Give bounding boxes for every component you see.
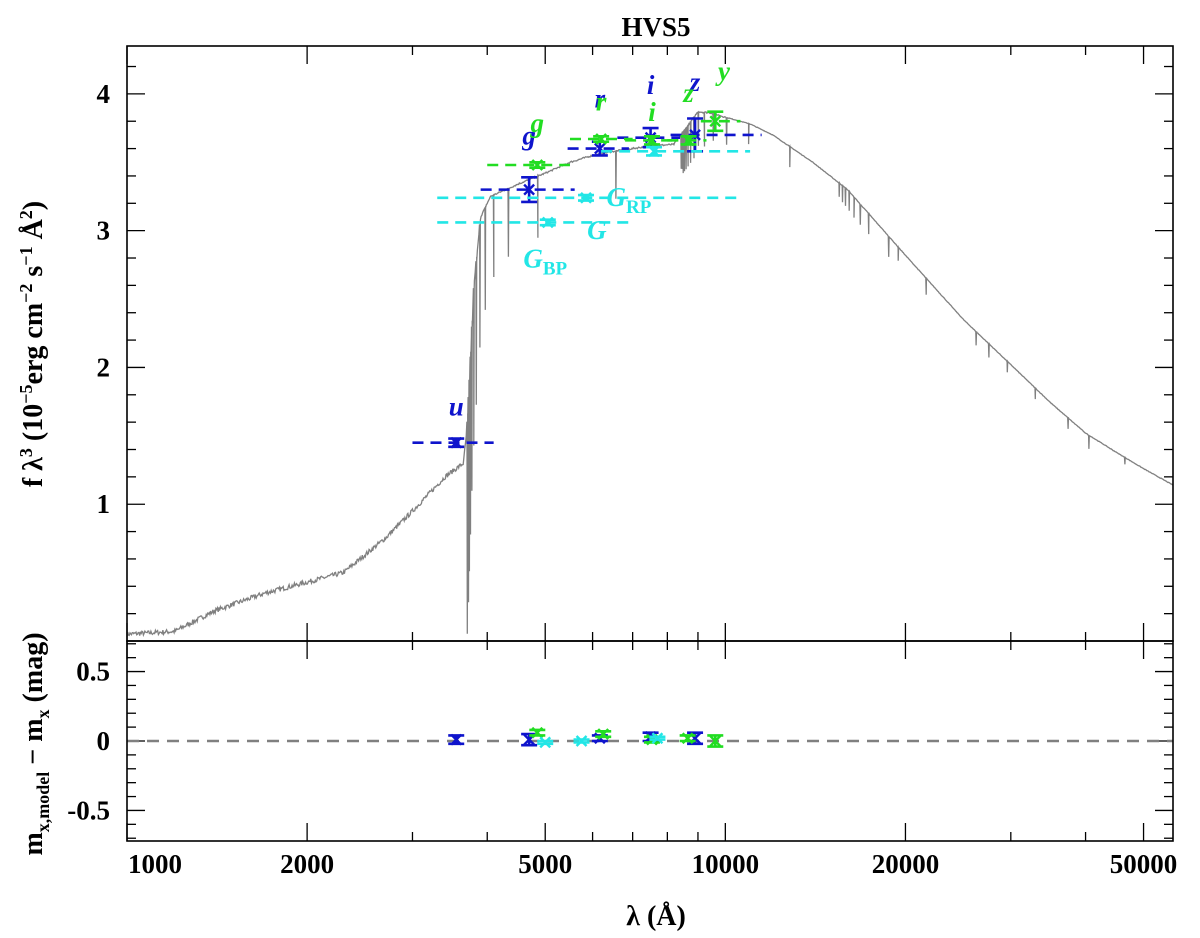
label-part: G — [523, 244, 543, 274]
y-tick-label: 4 — [97, 79, 111, 109]
label-part: Å — [18, 218, 49, 246]
residual-point — [651, 732, 664, 745]
label-part: z — [682, 78, 694, 108]
residual-point — [539, 736, 552, 749]
label-part: ) — [18, 201, 49, 210]
label-part: x — [33, 709, 53, 718]
band-label-r_PS1: r — [596, 86, 607, 116]
residual-point — [681, 732, 694, 745]
label-part: (10 — [18, 404, 49, 448]
band-label-r: r — [595, 84, 606, 114]
x-tick-label: 1000 — [128, 849, 182, 879]
label-part: 2 — [16, 210, 36, 219]
band-label-z: z — [689, 67, 701, 97]
y-tick-label: 2 — [97, 352, 111, 382]
data-point — [541, 216, 554, 229]
label-part: i — [647, 70, 655, 100]
band-label-G_RP: GRP — [606, 182, 651, 218]
residual-marks — [448, 726, 724, 749]
band-label-z_PS1: z — [682, 78, 694, 108]
residual-point — [450, 733, 463, 746]
band-label-i_PS1: i — [648, 97, 656, 127]
label-part: u — [449, 391, 464, 421]
model-spectrum-line — [126, 110, 1174, 638]
label-part: g — [530, 108, 545, 138]
top-y-label-text: f λ3 (10−5erg cm−2 s−1 Å2) — [16, 201, 49, 487]
label-part: s — [18, 266, 49, 284]
band-label-y_PS1: y — [715, 56, 731, 86]
residual-point — [597, 728, 610, 740]
bottom-y-label-text: mx,model − mx (mag) — [18, 632, 53, 855]
label-part: −1 — [16, 246, 36, 265]
label-part: i — [648, 97, 656, 127]
x-tick-label: 20000 — [872, 849, 940, 879]
band-label-G_BP: GBP — [523, 244, 567, 280]
label-part: f λ — [18, 457, 49, 487]
y-tick-label: 3 — [97, 216, 111, 246]
x-tick-label: 2000 — [280, 849, 334, 879]
label-part: −5 — [16, 384, 36, 403]
data-point — [595, 133, 607, 145]
label-part: RP — [626, 197, 652, 218]
band-label-g_PS1: g — [530, 108, 545, 138]
y-tick-label: 0 — [97, 726, 111, 756]
x-axis-label: λ (Å) — [626, 901, 686, 932]
bottom-y-axis-label: mx,model − mx (mag) — [18, 632, 53, 855]
label-part: 3 — [16, 448, 36, 457]
label-part: erg cm — [18, 303, 49, 385]
photometry-marks — [412, 110, 762, 449]
label-part: y — [715, 56, 731, 86]
label-part: − m — [18, 718, 49, 771]
band-label-i: i — [647, 70, 655, 100]
band-label-u: u — [449, 391, 464, 421]
top-y-axis-label: f λ3 (10−5erg cm−2 s−1 Å2) — [16, 201, 49, 487]
top-panel-ticks — [126, 46, 1173, 641]
data-point — [580, 191, 592, 204]
data-point — [709, 115, 722, 128]
residual-point — [575, 735, 588, 747]
label-part: −2 — [16, 284, 36, 303]
label-part: (mag) — [18, 632, 49, 709]
label-part: z — [689, 67, 701, 97]
residual-point — [709, 735, 722, 747]
label-part: r — [596, 86, 607, 116]
data-point — [682, 134, 695, 147]
data-point — [646, 134, 658, 147]
label-part: m — [18, 832, 49, 855]
y-tick-label: 1 — [97, 489, 111, 519]
data-point — [531, 159, 544, 171]
label-part: r — [595, 84, 606, 114]
x-tick-label: 5000 — [518, 849, 572, 879]
label-part: BP — [543, 259, 568, 280]
band-label-G: G — [587, 215, 607, 245]
band-label-g: g — [521, 120, 536, 150]
y-tick-label: -0.5 — [67, 795, 110, 825]
label-part: x,model — [33, 772, 53, 833]
data-point — [648, 145, 660, 158]
x-tick-labels: 1000 2000 5000 10000 20000 50000 — [128, 849, 1177, 879]
x-tick-label: 10000 — [692, 849, 760, 879]
x-tick-label: 50000 — [1110, 849, 1178, 879]
label-part: g — [521, 120, 536, 150]
label-part: G — [587, 215, 607, 245]
data-point — [450, 436, 463, 449]
residual-point — [531, 726, 544, 739]
label-part: G — [606, 182, 626, 212]
top-y-tick-labels: 1 2 3 4 — [97, 79, 111, 519]
chart-title: HVS5 — [621, 12, 690, 42]
data-point — [523, 183, 535, 196]
bottom-y-tick-labels: -0.5 0 0.5 — [67, 657, 110, 826]
bottom-panel-frame — [126, 640, 1174, 842]
y-tick-label: 0.5 — [76, 657, 110, 687]
